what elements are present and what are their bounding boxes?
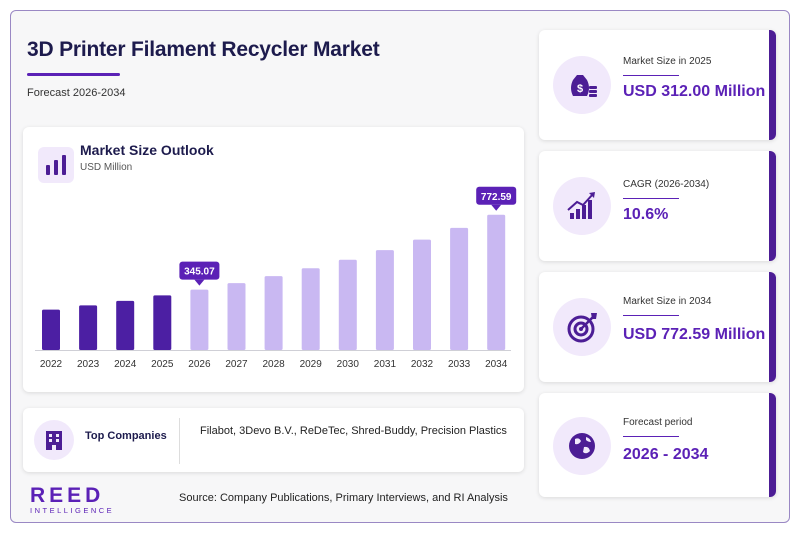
- stat-label: Market Size in 2034: [623, 296, 712, 307]
- x-tick-label: 2023: [77, 359, 100, 370]
- chart-unit: USD Million: [80, 162, 133, 173]
- x-tick-label: 2026: [188, 359, 211, 370]
- top-companies-label: Top Companies: [85, 430, 167, 442]
- title-underline: [27, 73, 120, 76]
- stat-rule: [623, 315, 679, 316]
- bar-2031: [375, 250, 394, 350]
- logo-sub-text: INTELLIGENCE: [30, 506, 115, 515]
- money-bag-icon: $: [553, 56, 611, 114]
- stat-card-market-size-2034: Market Size in 2034 USD 772.59 Million: [539, 272, 776, 382]
- x-tick-label: 2034: [485, 359, 508, 370]
- bar-2032: [413, 239, 431, 350]
- bar-chart-icon: [38, 147, 74, 183]
- bar-2024: [116, 300, 135, 350]
- x-tick-label: 2024: [114, 359, 137, 370]
- stat-card-market-size-2025: $ Market Size in 2025 USD 312.00 Million: [539, 30, 776, 140]
- top-companies-card: Top Companies Filabot, 3Devo B.V., ReDeT…: [23, 408, 524, 472]
- stat-label: Market Size in 2025: [623, 56, 712, 67]
- building-icon: [34, 420, 74, 460]
- x-tick-label: 2032: [411, 359, 434, 370]
- market-size-bar-chart: 2022 2023 2024 2025 2026 2027 2028 2029 2030 2031…: [35, 186, 517, 370]
- x-tick-label: 2022: [40, 359, 63, 370]
- bar-2028: [264, 276, 283, 350]
- page-title: 3D Printer Filament Recycler Market: [27, 38, 380, 61]
- x-tick-label: 2031: [374, 359, 397, 370]
- top-companies-list: Filabot, 3Devo B.V., ReDeTec, Shred-Budd…: [200, 425, 507, 437]
- x-tick-label: 2029: [300, 359, 323, 370]
- target-icon: [553, 298, 611, 356]
- stat-card-forecast-period: Forecast period 2026 - 2034: [539, 393, 776, 497]
- stat-value: 2026 - 2034: [623, 446, 709, 463]
- x-tick-label: 2028: [262, 359, 285, 370]
- bar-2033: [450, 227, 469, 350]
- source-note: Source: Company Publications, Primary In…: [179, 492, 508, 504]
- divider: [179, 418, 180, 464]
- globe-icon: [553, 417, 611, 475]
- bar-2030: [338, 259, 357, 350]
- stat-rule: [623, 436, 679, 437]
- stat-value: USD 772.59 Million: [623, 326, 766, 343]
- stat-rule: [623, 75, 679, 76]
- bar-2029: [301, 268, 320, 350]
- x-tick-label: 2025: [151, 359, 174, 370]
- bar-2034: [487, 214, 506, 350]
- bar-2025: [153, 295, 172, 350]
- chart-title: Market Size Outlook: [80, 142, 214, 158]
- bar-2027: [227, 283, 246, 350]
- growth-chart-icon: [553, 177, 611, 235]
- svg-text:772.59: 772.59: [481, 192, 512, 203]
- chart-card: Market Size Outlook USD Million 2022 2023…: [23, 127, 524, 392]
- stat-rule: [623, 198, 679, 199]
- x-tick-label: 2027: [225, 359, 248, 370]
- x-tick-label: 2033: [448, 359, 471, 370]
- logo-main-text: REED: [30, 484, 105, 507]
- bar-2022: [42, 309, 60, 350]
- stat-label: Forecast period: [623, 417, 693, 428]
- svg-text:$: $: [577, 83, 583, 95]
- stat-card-cagr: CAGR (2026-2034) 10.6%: [539, 151, 776, 261]
- stat-label: CAGR (2026-2034): [623, 179, 710, 190]
- page-subtitle: Forecast 2026-2034: [27, 87, 126, 99]
- x-tick-label: 2030: [337, 359, 360, 370]
- bar-2023: [79, 305, 98, 350]
- stat-value: USD 312.00 Million: [623, 83, 766, 100]
- data-label-2026: 345.07: [179, 261, 220, 286]
- stat-value: 10.6%: [623, 206, 669, 223]
- svg-text:345.07: 345.07: [184, 267, 215, 278]
- data-label-2034: 772.59: [476, 186, 517, 211]
- brand-logo: REED INTELLIGENCE: [30, 484, 114, 515]
- bar-2026: [190, 289, 209, 350]
